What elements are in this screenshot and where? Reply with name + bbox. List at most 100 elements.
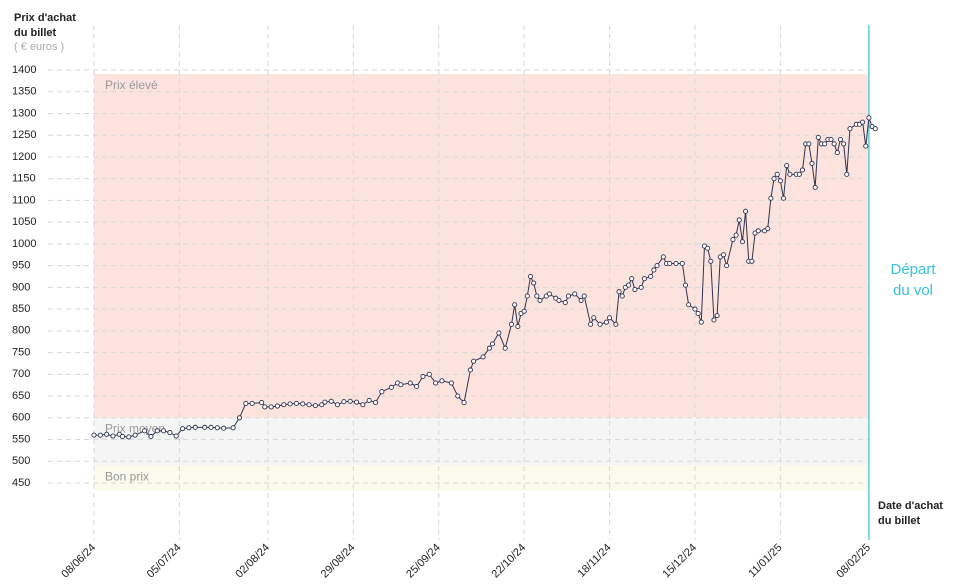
band-label: Prix élevé	[105, 78, 158, 92]
price-point	[831, 141, 837, 147]
price-band	[94, 417, 869, 466]
price-point	[508, 321, 515, 327]
price-point	[777, 178, 783, 184]
price-point	[844, 171, 850, 177]
price-point	[724, 263, 730, 269]
price-point	[613, 321, 619, 327]
price-point	[780, 195, 787, 201]
x-tick-label: 05/07/24	[145, 542, 184, 581]
price-point	[407, 380, 413, 386]
x-tick-label: 11/01/25	[746, 542, 784, 580]
x-tick-label: 08/06/24	[59, 542, 98, 581]
price-point	[749, 258, 755, 264]
price-point	[648, 273, 654, 280]
price-point	[787, 171, 793, 177]
price-point	[863, 143, 869, 149]
price-point	[471, 358, 477, 364]
price-point	[97, 432, 103, 438]
price-point	[230, 425, 236, 431]
price-point	[616, 289, 622, 295]
price-point	[581, 293, 587, 299]
y-tick-label: 750	[12, 346, 30, 358]
price-point	[815, 134, 821, 140]
price-point	[461, 400, 467, 406]
price-point	[837, 137, 844, 143]
price-point	[259, 400, 265, 406]
price-point	[161, 428, 167, 434]
price-point	[768, 195, 774, 201]
price-band	[94, 74, 869, 418]
price-point	[860, 119, 866, 125]
price-point	[148, 433, 154, 440]
price-point	[739, 239, 745, 245]
price-point	[641, 276, 647, 282]
y-tick-label: 800	[12, 325, 30, 337]
price-point	[489, 341, 496, 347]
price-point	[588, 321, 594, 327]
price-point	[502, 345, 508, 351]
price-point	[796, 171, 802, 177]
price-point	[398, 382, 404, 388]
y-tick-label: 1400	[12, 64, 36, 76]
price-point	[812, 184, 818, 190]
price-point	[841, 141, 847, 147]
price-point	[319, 402, 325, 408]
price-point	[720, 252, 726, 258]
price-point	[603, 319, 609, 325]
y-tick-label: 1300	[12, 107, 36, 119]
price-point	[433, 380, 439, 386]
price-point	[366, 397, 372, 403]
price-point	[388, 384, 394, 390]
price-point	[822, 141, 828, 147]
price-point	[607, 315, 613, 321]
price-point	[293, 400, 299, 406]
price-point	[322, 399, 328, 405]
y-tick-label: 500	[12, 455, 30, 467]
price-point	[180, 426, 186, 432]
price-point	[439, 378, 445, 384]
price-point	[660, 254, 666, 260]
price-point	[799, 167, 806, 173]
y-tick-label: 1200	[12, 151, 36, 163]
price-point	[515, 323, 521, 330]
price-point	[167, 430, 173, 436]
price-point	[711, 317, 717, 323]
y-tick-label: 1350	[12, 86, 36, 98]
price-point	[809, 160, 815, 167]
price-point	[673, 260, 679, 267]
price-point	[705, 245, 711, 251]
price-point	[132, 432, 138, 438]
price-point	[597, 321, 603, 327]
x-tick-label: 02/08/24	[233, 542, 272, 581]
price-point	[714, 313, 720, 319]
price-point	[372, 400, 379, 406]
y-tick-label: 900	[12, 281, 30, 293]
price-point	[467, 367, 473, 373]
price-point	[126, 434, 132, 440]
price-point	[708, 258, 714, 264]
price-point	[828, 137, 834, 143]
price-point	[360, 402, 366, 408]
y-tick-label: 650	[12, 390, 30, 402]
price-point	[755, 228, 761, 234]
y-axis-label: Prix d'achat	[14, 12, 76, 24]
x-tick-label: 18/11/24	[576, 542, 614, 580]
price-point	[306, 402, 312, 408]
price-point	[692, 306, 698, 312]
price-point	[730, 236, 736, 243]
price-point	[872, 126, 878, 132]
price-point	[173, 433, 179, 439]
price-point	[119, 433, 126, 440]
price-point	[531, 280, 537, 286]
price-point	[682, 282, 689, 288]
price-point	[546, 291, 553, 297]
price-point	[91, 432, 97, 438]
price-point	[524, 293, 530, 299]
band-label: Bon prix	[105, 469, 149, 483]
price-point	[619, 293, 625, 299]
price-point	[221, 425, 227, 431]
price-point	[667, 260, 673, 267]
y-tick-label: 1250	[12, 129, 36, 141]
price-band	[94, 465, 869, 491]
price-point	[765, 226, 771, 232]
